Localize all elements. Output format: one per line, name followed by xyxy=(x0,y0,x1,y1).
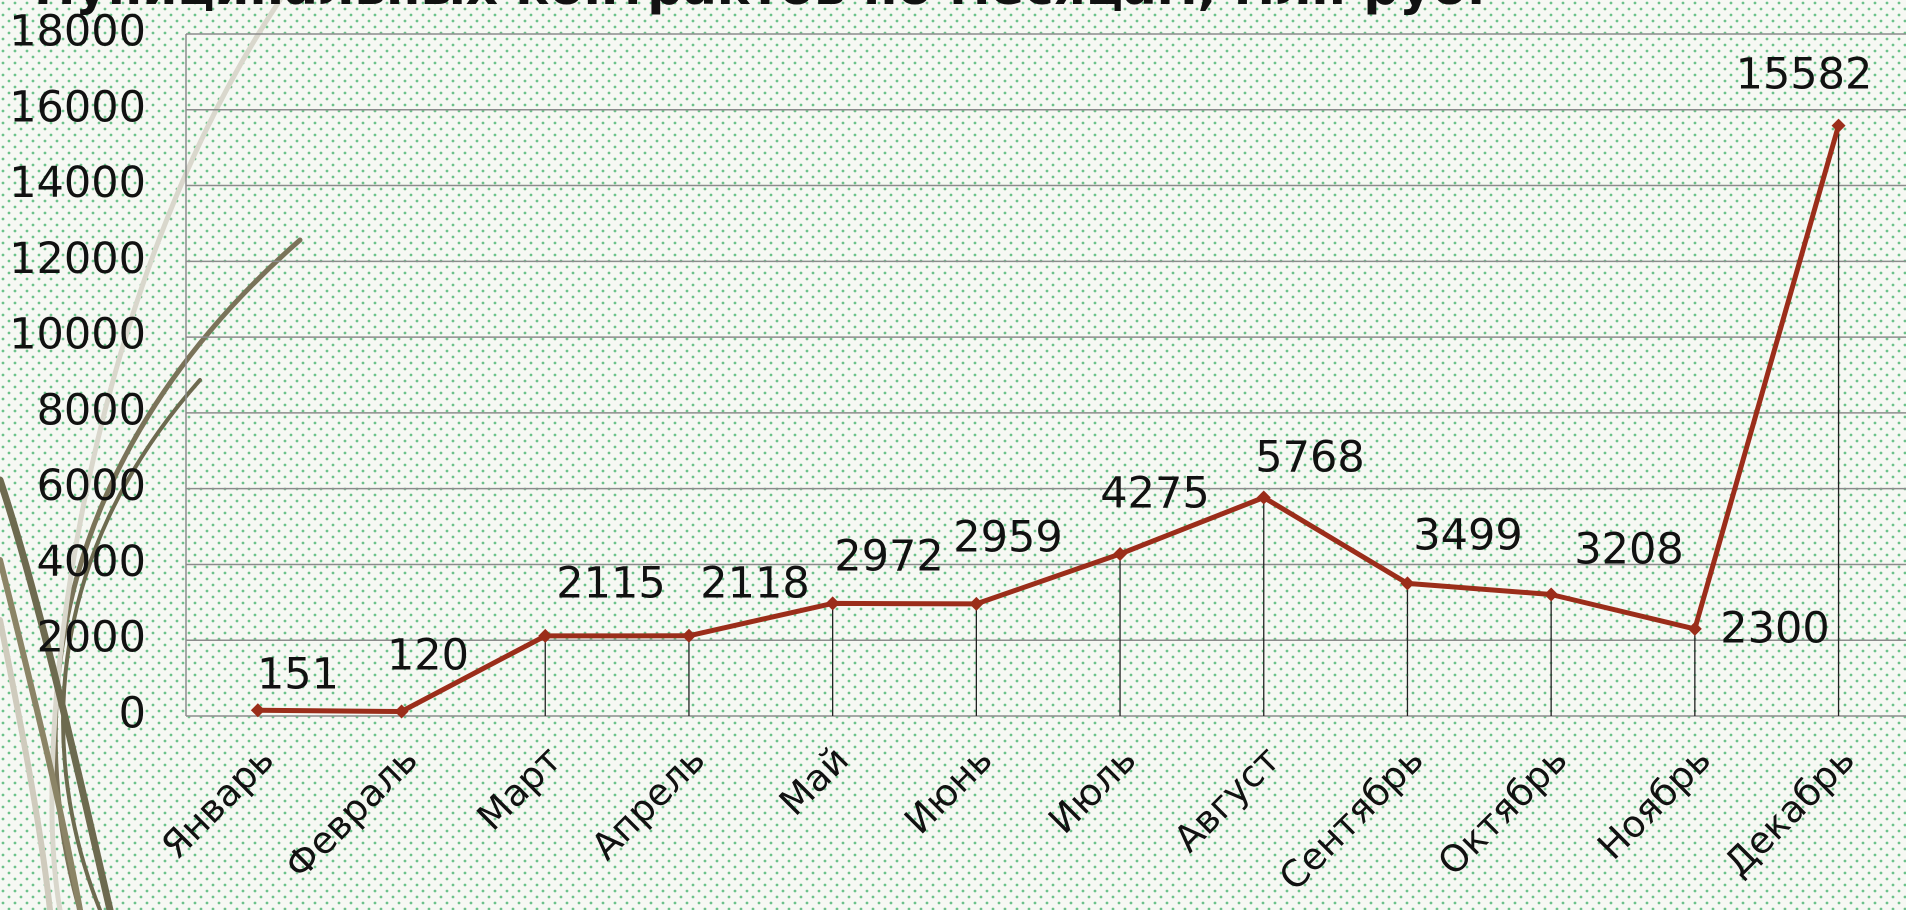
y-tick-label: 10000 xyxy=(9,310,146,360)
y-tick-label: 14000 xyxy=(9,158,146,208)
data-label: 5768 xyxy=(1255,433,1364,483)
data-label: 2972 xyxy=(834,532,943,582)
y-tick-label: 12000 xyxy=(9,234,146,284)
y-tick-label: 18000 xyxy=(9,7,146,57)
data-label: 3208 xyxy=(1574,525,1683,575)
y-tick-label: 0 xyxy=(119,689,146,739)
y-tick-label: 16000 xyxy=(9,82,146,132)
data-label: 151 xyxy=(257,650,339,700)
data-label: 2118 xyxy=(700,559,809,609)
y-tick-label: 4000 xyxy=(37,537,146,587)
data-label: 2959 xyxy=(953,513,1062,563)
y-tick-label: 6000 xyxy=(37,461,146,511)
chart: муниципальных контрактов по месяцам, млн… xyxy=(0,0,1906,910)
y-tick-label: 2000 xyxy=(37,613,146,663)
data-label: 4275 xyxy=(1100,469,1209,519)
data-label: 120 xyxy=(387,631,469,681)
data-label: 2300 xyxy=(1720,604,1829,654)
y-tick-label: 8000 xyxy=(37,385,146,435)
data-label: 3499 xyxy=(1413,511,1522,561)
data-label: 15582 xyxy=(1736,50,1873,100)
data-label: 2115 xyxy=(556,559,665,609)
chart-title: муниципальных контрактов по месяцам, млн… xyxy=(34,0,1485,16)
